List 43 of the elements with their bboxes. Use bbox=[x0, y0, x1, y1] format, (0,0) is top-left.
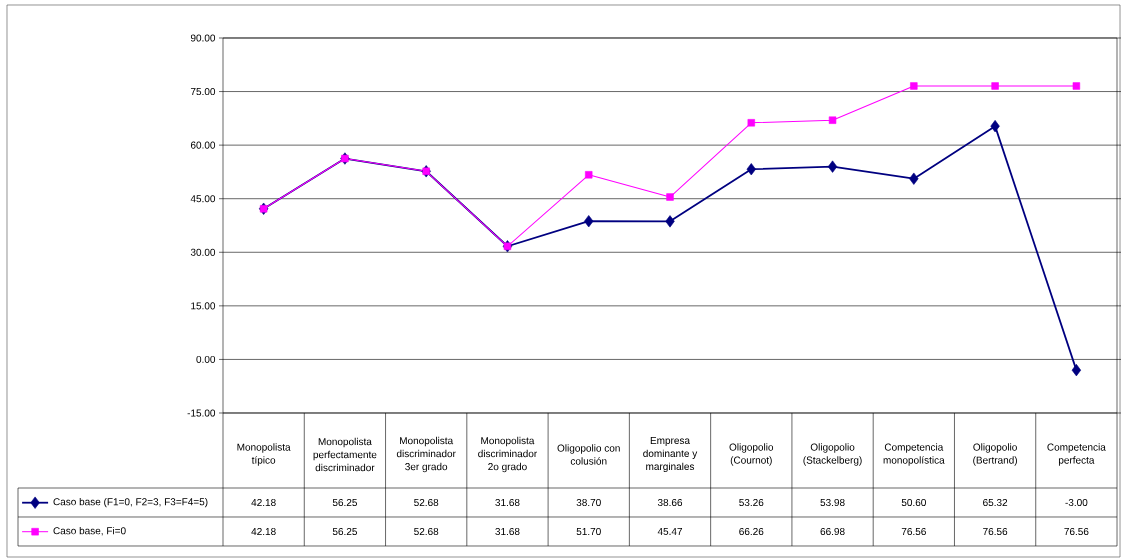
data-label: 42.18 bbox=[251, 498, 276, 507]
data-label: 53.26 bbox=[739, 498, 764, 507]
y-tick-label: 75.00 bbox=[190, 88, 216, 96]
y-tick-label: 60.00 bbox=[190, 141, 216, 149]
data-label: 53.98 bbox=[820, 498, 845, 507]
data-label: 38.66 bbox=[657, 498, 683, 507]
y-tick-label: -15.00 bbox=[187, 409, 216, 417]
data-label: 76.56 bbox=[983, 527, 1008, 536]
x-tick-label: Oligopolio (Bertrand) bbox=[973, 443, 1017, 466]
data-label: 76.56 bbox=[1064, 527, 1089, 536]
x-tick-label: Monopolista típico bbox=[237, 443, 291, 466]
x-tick-label: Competencia monopolística bbox=[883, 443, 945, 466]
data-label: 66.26 bbox=[739, 527, 764, 536]
data-label: 42.18 bbox=[251, 527, 276, 536]
x-tick-label: Competencia perfecta bbox=[1047, 443, 1106, 466]
legend-label: Caso base (F1=0, F2=3, F3=F4=5) bbox=[53, 497, 208, 508]
data-label: 56.25 bbox=[332, 498, 358, 507]
data-label: 31.68 bbox=[495, 498, 520, 507]
data-label: 38.70 bbox=[576, 498, 601, 507]
x-tick-label: Monopolista discriminador 3er grado bbox=[396, 436, 456, 473]
data-label: 52.68 bbox=[414, 527, 439, 536]
x-tick-label: Monopolista perfectamente discriminador bbox=[313, 437, 377, 472]
data-label: 50.60 bbox=[901, 498, 926, 507]
data-label: 66.98 bbox=[820, 527, 845, 536]
x-tick-label: Oligopolio (Cournot) bbox=[729, 443, 774, 466]
x-tick-label: Oligopolio con colusión bbox=[557, 444, 620, 465]
data-label: 65.32 bbox=[983, 498, 1008, 507]
x-tick-label: Empresa dominante y marginales bbox=[643, 437, 698, 472]
y-tick-label: 45.00 bbox=[190, 195, 216, 203]
data-label: 45.47 bbox=[657, 528, 683, 535]
y-tick-label: 15.00 bbox=[191, 302, 216, 310]
y-tick-label: 30.00 bbox=[190, 248, 216, 256]
data-label: 56.25 bbox=[332, 527, 358, 536]
data-label: 51.70 bbox=[576, 527, 601, 536]
data-label: 31.68 bbox=[495, 527, 520, 536]
data-label: 76.56 bbox=[901, 527, 926, 536]
data-label: -3.00 bbox=[1065, 498, 1088, 507]
x-tick-label: Monopolista discriminador 2o grado bbox=[478, 436, 538, 473]
legend-label: Caso base, Fi=0 bbox=[53, 526, 126, 536]
x-tick-label: Oligopolio (Stackelberg) bbox=[803, 443, 862, 466]
y-tick-label: 90.00 bbox=[190, 34, 216, 42]
y-tick-label: 0.00 bbox=[196, 355, 216, 363]
data-label: 52.68 bbox=[414, 498, 439, 507]
